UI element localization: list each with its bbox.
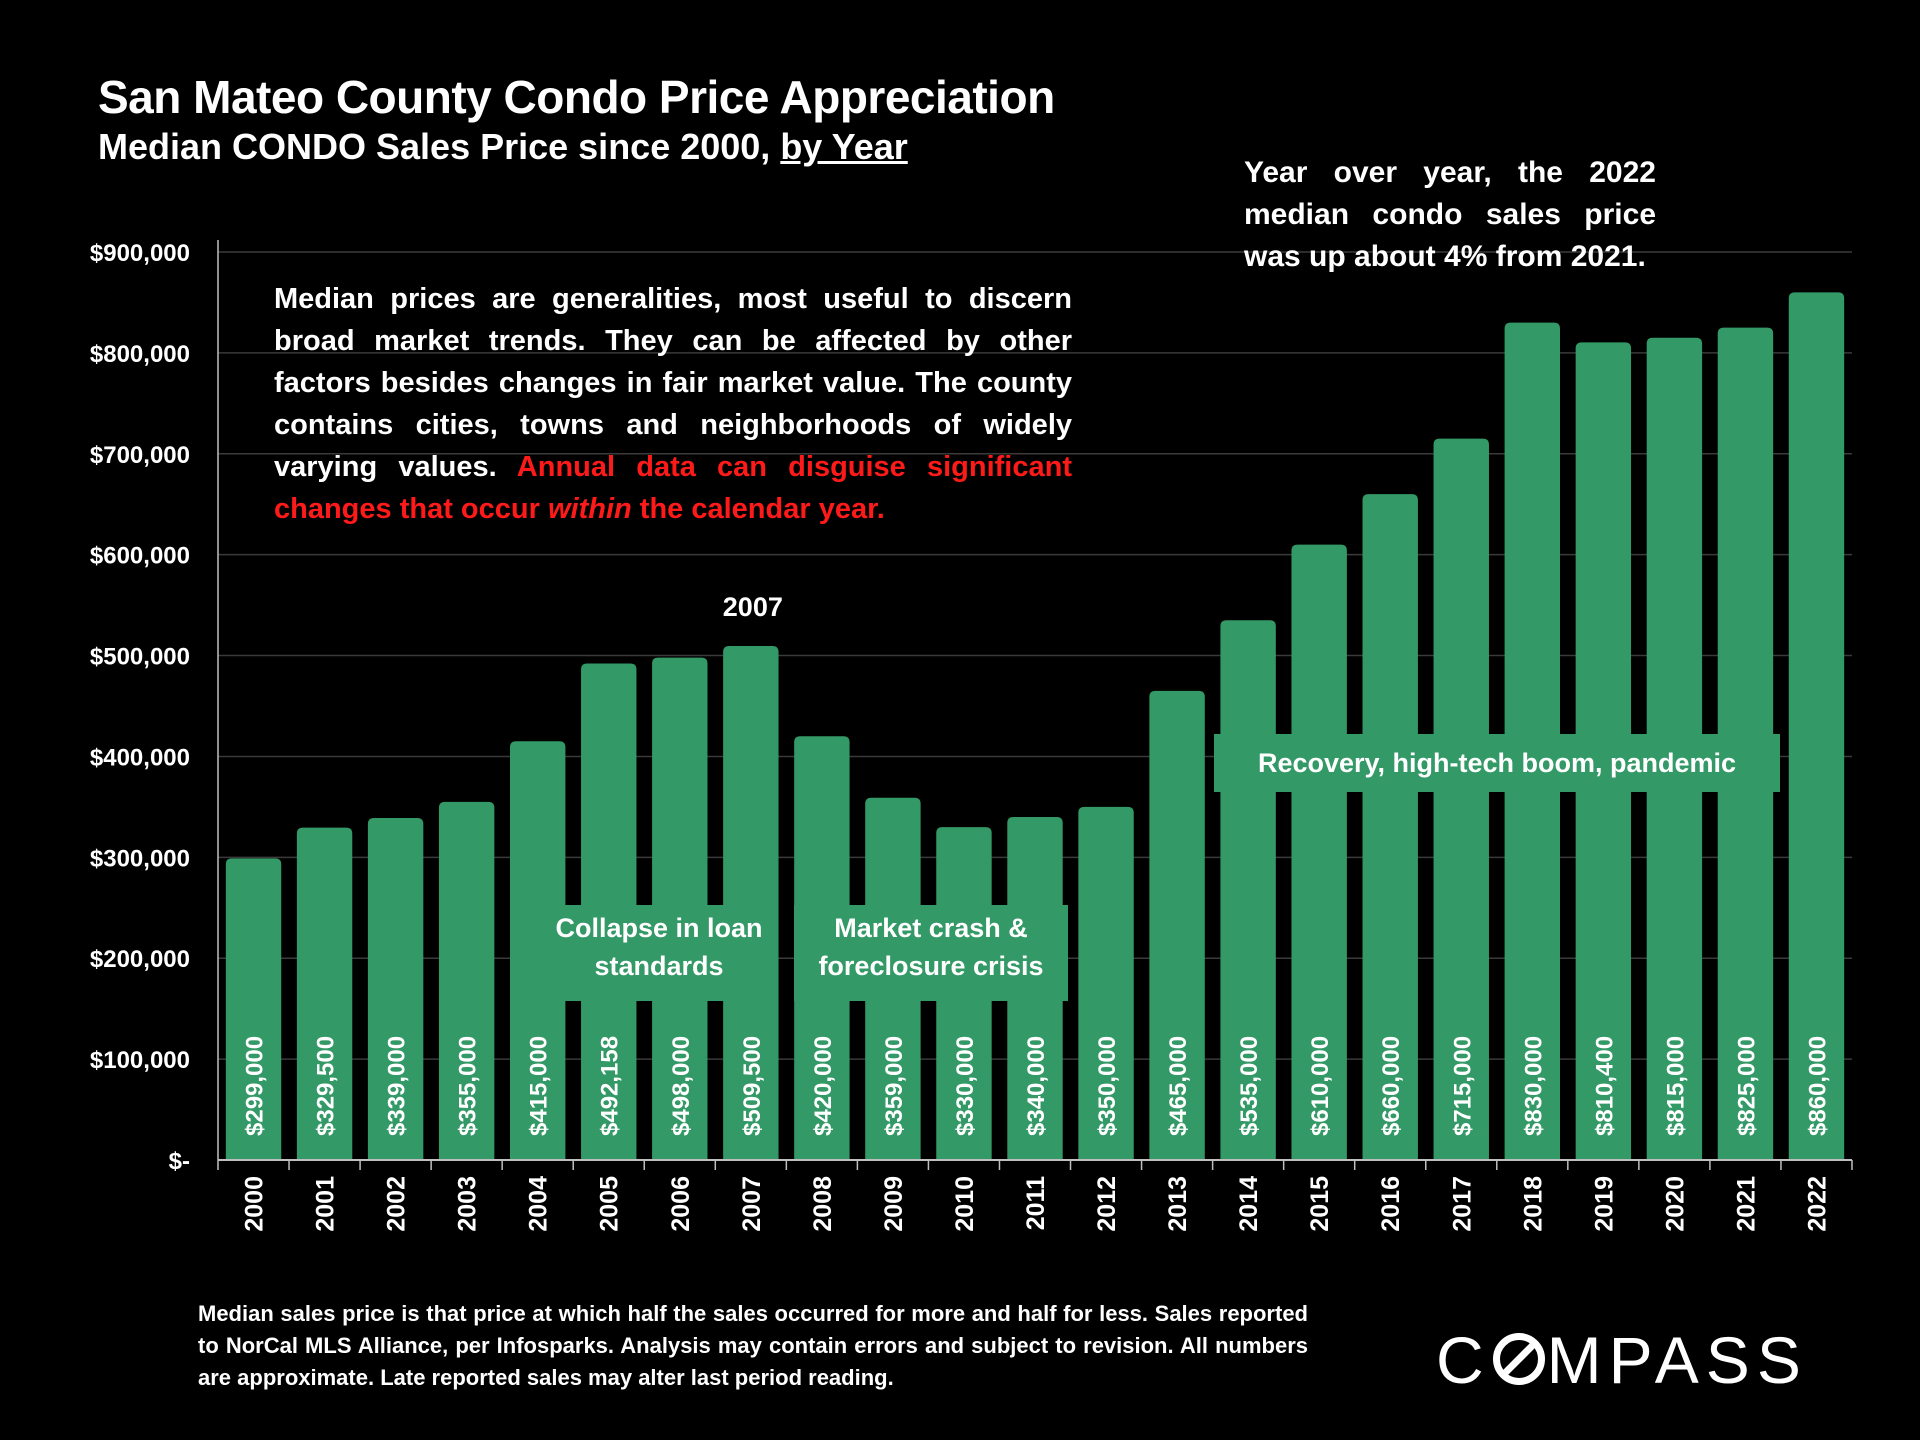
data-label: $509,500 bbox=[739, 1036, 766, 1136]
y-tick-label: $300,000 bbox=[90, 845, 190, 872]
x-tick-label: 2011 bbox=[1022, 1176, 1050, 1230]
x-tick-label: 2012 bbox=[1093, 1176, 1121, 1232]
x-tick-label: 2001 bbox=[312, 1176, 340, 1232]
annotation-collapse: Collapse in loan standards bbox=[548, 905, 770, 1001]
chart-title: San Mateo County Condo Price Appreciatio… bbox=[98, 71, 1055, 123]
data-label: $330,000 bbox=[952, 1036, 979, 1136]
y-tick-label: $700,000 bbox=[90, 442, 190, 469]
x-tick-label: 2005 bbox=[596, 1176, 624, 1232]
x-tick-label: 2006 bbox=[667, 1176, 695, 1232]
bar-2015 bbox=[1291, 544, 1347, 1160]
bars bbox=[225, 292, 1845, 1161]
labels: $- $100,000 $200,000 $300,000 $400,000 $500,0… bbox=[90, 240, 1832, 1232]
compass-logo: C MPASS bbox=[1436, 1322, 1808, 1398]
data-label: $329,500 bbox=[313, 1036, 340, 1136]
bar-2016 bbox=[1362, 494, 1418, 1161]
x-tick-label: 2007 bbox=[738, 1176, 766, 1232]
warning-text: Annual data can disguise significant cha… bbox=[274, 451, 1072, 525]
data-label: $492,158 bbox=[597, 1036, 624, 1136]
y-tick-label: $800,000 bbox=[90, 341, 190, 368]
y-tick-label: $900,000 bbox=[90, 240, 190, 267]
annotation-crash: Market crash & foreclosure crisis bbox=[794, 905, 1068, 1001]
x-tick-label: 2014 bbox=[1235, 1176, 1263, 1232]
bar-2007 bbox=[723, 645, 779, 1160]
x-tick-label: 2008 bbox=[809, 1176, 837, 1232]
warning-b: the calendar year. bbox=[631, 493, 885, 525]
bar-2017 bbox=[1433, 438, 1489, 1161]
x-tick-label: 2010 bbox=[951, 1176, 979, 1232]
warning-a: Annual data can disguise significant cha… bbox=[274, 451, 1072, 525]
data-label: $715,000 bbox=[1449, 1036, 1476, 1136]
x-tick-label: 2002 bbox=[383, 1176, 411, 1232]
x-tick-label: 2015 bbox=[1306, 1176, 1334, 1232]
data-label: $420,000 bbox=[810, 1036, 837, 1136]
data-label: $355,000 bbox=[455, 1036, 482, 1136]
annotation-recovery: Recovery, high-tech boom, pandemic bbox=[1214, 734, 1780, 792]
x-tick-label: 2013 bbox=[1164, 1176, 1192, 1232]
x-tick-label: 2019 bbox=[1590, 1176, 1618, 1232]
x-tick-label: 2020 bbox=[1661, 1176, 1689, 1232]
x-tick-label: 2022 bbox=[1803, 1176, 1831, 1232]
bar-2022 bbox=[1788, 292, 1845, 1160]
data-label: $810,400 bbox=[1591, 1036, 1618, 1136]
x-tick-label: 2018 bbox=[1519, 1176, 1547, 1232]
data-label: $498,000 bbox=[668, 1036, 695, 1136]
subtitle-underlined: by Year bbox=[780, 126, 908, 167]
chart-subtitle: Median CONDO Sales Price since 2000, by … bbox=[98, 126, 908, 168]
data-label: $465,000 bbox=[1165, 1036, 1192, 1136]
warning-em: within bbox=[547, 493, 632, 525]
subtitle-text: Median CONDO Sales Price since 2000, bbox=[98, 126, 781, 167]
x-tick-label: 2017 bbox=[1448, 1176, 1476, 1232]
data-label: $359,000 bbox=[881, 1036, 908, 1136]
footnote: Median sales price is that price at whic… bbox=[198, 1301, 1308, 1390]
data-label: $340,000 bbox=[1023, 1036, 1050, 1136]
x-tick-label: 2003 bbox=[454, 1176, 482, 1232]
bar-2004 bbox=[509, 741, 566, 1160]
x-tick-label: 2016 bbox=[1377, 1176, 1405, 1232]
logo-rest: MPASS bbox=[1546, 1323, 1808, 1397]
data-label: $299,000 bbox=[242, 1036, 269, 1136]
bar-2003 bbox=[438, 801, 495, 1160]
data-label: $535,000 bbox=[1236, 1036, 1263, 1136]
bar-2000 bbox=[225, 858, 282, 1160]
median-disclaimer-note: Median prices are generalities, most use… bbox=[274, 278, 1072, 530]
x-tick-label: 2009 bbox=[880, 1176, 908, 1232]
y-tick-label: $200,000 bbox=[90, 946, 190, 973]
data-label: $815,000 bbox=[1662, 1036, 1689, 1136]
data-label: $610,000 bbox=[1307, 1036, 1334, 1136]
data-label: $350,000 bbox=[1094, 1036, 1121, 1136]
x-tick-label: 2021 bbox=[1732, 1176, 1760, 1232]
y-tick-label: $- bbox=[169, 1148, 190, 1175]
y-tick-label: $100,000 bbox=[90, 1047, 190, 1074]
x-tick-label: 2000 bbox=[241, 1176, 269, 1232]
data-label: $415,000 bbox=[526, 1036, 553, 1136]
compass-o-icon bbox=[1492, 1333, 1545, 1385]
peak-year-label: 2007 bbox=[723, 592, 783, 622]
bar-2012 bbox=[1078, 806, 1134, 1160]
data-label: $660,000 bbox=[1378, 1036, 1405, 1136]
data-label: $860,000 bbox=[1804, 1036, 1831, 1136]
axes bbox=[217, 240, 1853, 1170]
data-label: $825,000 bbox=[1733, 1036, 1760, 1136]
y-tick-label: $500,000 bbox=[90, 644, 190, 671]
x-tick-label: 2004 bbox=[525, 1176, 553, 1232]
data-label: $339,000 bbox=[384, 1036, 411, 1136]
generalities-text: Median prices are generalities, most use… bbox=[274, 283, 1072, 483]
bar-2001 bbox=[296, 827, 353, 1160]
bar-2013 bbox=[1149, 690, 1205, 1160]
y-tick-label: $600,000 bbox=[90, 543, 190, 570]
logo-c: C bbox=[1436, 1323, 1491, 1397]
yoy-note: Year over year, the 2022 median condo sa… bbox=[1244, 156, 1656, 273]
y-tick-label: $400,000 bbox=[90, 744, 190, 771]
data-label: $830,000 bbox=[1520, 1036, 1547, 1136]
bar-2002 bbox=[367, 817, 424, 1160]
